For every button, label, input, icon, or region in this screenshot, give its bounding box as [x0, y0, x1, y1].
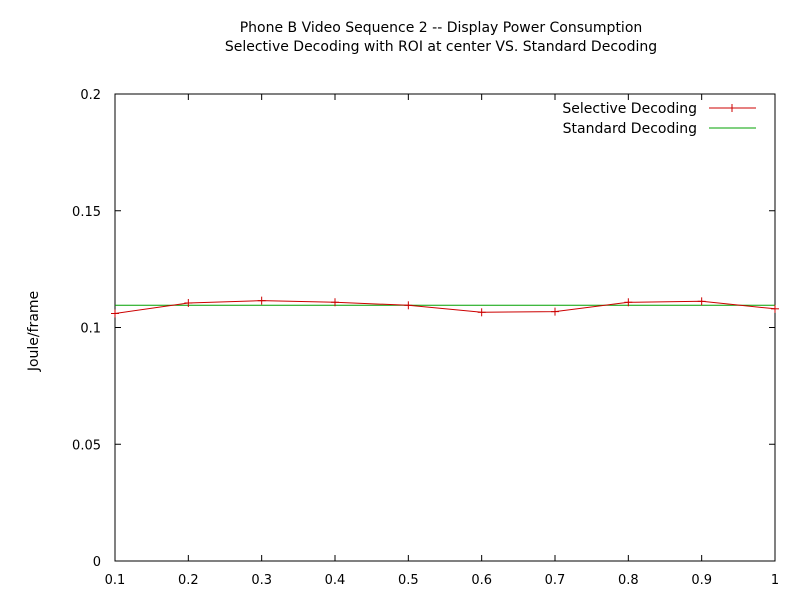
data-point-marker — [111, 309, 119, 318]
legend-label: Standard Decoding — [563, 121, 697, 137]
legend-label: Selective Decoding — [562, 101, 697, 117]
x-tick-label: 0.6 — [471, 573, 492, 588]
data-point-marker — [697, 297, 706, 306]
x-tick-label: 0.7 — [545, 573, 566, 588]
data-point-marker — [551, 307, 559, 316]
y-tick-label: 0.15 — [72, 205, 101, 220]
x-tick-label: 0.2 — [178, 573, 199, 588]
data-point-marker — [624, 298, 633, 307]
x-tick-label: 0.8 — [618, 573, 639, 588]
data-point-marker — [477, 308, 486, 317]
legend: Selective Decoding Standard Decoding — [562, 101, 756, 137]
data-point-marker — [184, 298, 193, 307]
data-point-marker — [331, 298, 339, 307]
chart-title: Phone B Video Sequence 2 -- Display Powe… — [240, 20, 643, 36]
chart-subtitle: Selective Decoding with ROI at center VS… — [225, 39, 657, 55]
data-point-marker — [257, 296, 266, 305]
x-tick-label: 1 — [771, 573, 779, 588]
x-tick-label: 0.1 — [105, 573, 126, 588]
y-tick-label: 0.05 — [72, 438, 101, 453]
series-lines — [111, 296, 779, 318]
data-point-marker — [404, 301, 413, 310]
y-tick-label: 0.2 — [80, 88, 101, 103]
x-tick-label: 0.9 — [691, 573, 712, 588]
data-point-marker — [771, 304, 779, 313]
y-tick-label: 0 — [93, 555, 101, 570]
y-tick-label: 0.1 — [80, 322, 101, 337]
series-line-1 — [114, 300, 776, 314]
y-axis-label: Joule/frame — [26, 291, 42, 372]
plot-area-frame — [114, 93, 776, 562]
x-tick-label: 0.5 — [398, 573, 419, 588]
x-tick-label: 0.4 — [325, 573, 346, 588]
x-tick-label: 0.3 — [251, 573, 272, 588]
axis-ticks: 0.1 0.2 0.3 0.4 0.5 0.6 0.7 0.8 0.9 1 0 0.05 0.1 0.15… — [72, 88, 779, 588]
